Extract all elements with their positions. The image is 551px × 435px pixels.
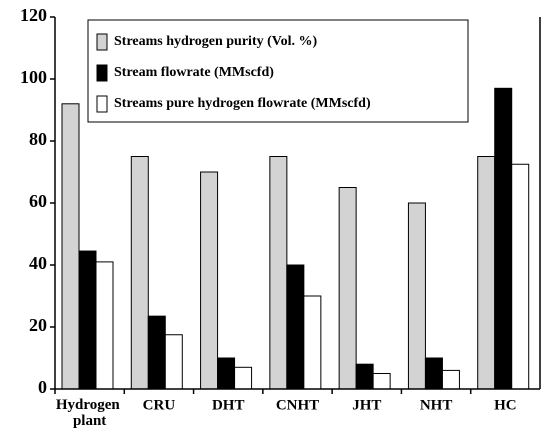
bar — [338, 187, 357, 390]
bar — [494, 87, 513, 390]
y-tick-label: 120 — [20, 5, 47, 25]
bar — [61, 103, 80, 390]
legend-label: Streams hydrogen purity (Vol. %) — [114, 34, 317, 49]
x-tick-label: Hydrogen plant — [56, 397, 124, 429]
bar — [355, 363, 374, 390]
bar — [372, 373, 391, 390]
legend: Streams hydrogen purity (Vol. %) Stream f… — [87, 19, 469, 123]
bar — [477, 156, 496, 390]
legend-swatch — [96, 33, 108, 51]
bar — [95, 261, 114, 390]
bar — [234, 366, 253, 390]
bar — [286, 264, 305, 390]
legend-label: Streams pure hydrogen flowrate (MMscfd) — [114, 96, 371, 111]
y-tick-label: 0 — [38, 377, 47, 397]
bar — [269, 156, 288, 390]
bar — [78, 250, 97, 390]
y-tick-label: 80 — [29, 129, 47, 149]
y-tick-label: 60 — [29, 191, 47, 211]
legend-box — [87, 19, 469, 123]
bar — [147, 315, 166, 390]
bar — [407, 202, 426, 390]
y-tick-label: 100 — [20, 67, 47, 87]
bar — [164, 334, 183, 390]
legend-label: Stream flowrate (MMscfd) — [114, 65, 274, 80]
bar — [200, 171, 219, 390]
x-tick-label: CRU — [143, 397, 176, 413]
bar — [511, 163, 530, 390]
bar — [303, 295, 322, 390]
x-tick-label: HC — [494, 397, 517, 413]
x-tick-label: DHT — [212, 397, 245, 413]
y-tick-label: 20 — [29, 315, 47, 335]
x-tick-label: CNHT — [276, 397, 319, 413]
legend-swatch — [96, 64, 108, 82]
x-tick-label: JHT — [352, 397, 381, 413]
x-tick-label: NHT — [420, 397, 453, 413]
legend-swatch — [96, 95, 108, 113]
bar — [424, 357, 443, 390]
y-tick-label: 40 — [29, 253, 47, 273]
bar — [130, 156, 149, 390]
bar — [217, 357, 236, 390]
bar — [441, 369, 460, 390]
